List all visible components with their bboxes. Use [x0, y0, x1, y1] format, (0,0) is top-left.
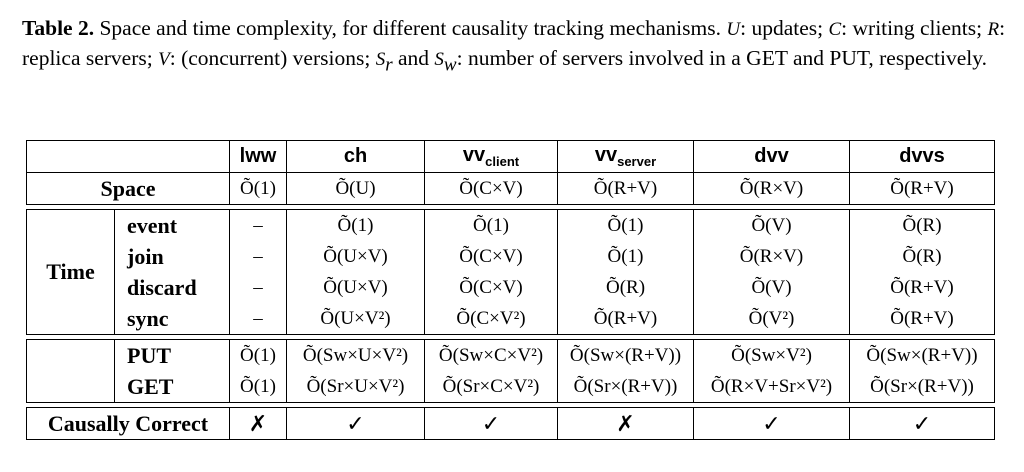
caption-subscript: r	[385, 54, 393, 76]
caption-text: Space and time complexity, for different…	[94, 16, 727, 40]
table-cell: Õ(1)	[424, 209, 558, 241]
col-header-vv-base: vv	[594, 144, 618, 166]
table-cell: Õ(R+V)	[557, 172, 694, 205]
table-cell: Õ(R×V)	[693, 172, 850, 205]
complexity-table: lww ch vvclient vvserver dvv dvvs Space …	[26, 140, 995, 440]
row-header-causally-correct: Causally Correct	[26, 407, 230, 440]
caption-symbol: C	[828, 19, 842, 40]
sync-row: sync – Õ(U×V²) Õ(C×V²) Õ(R+V) Õ(V²) Õ(R+…	[27, 303, 995, 335]
col-header-dvvs: dvvs	[849, 140, 995, 173]
table-cell: Õ(C×V²)	[424, 303, 558, 335]
caption-symbol: S	[375, 49, 386, 70]
caption-text: : writing clients;	[841, 16, 988, 40]
header-row: lww ch vvclient vvserver dvv dvvs	[26, 140, 995, 173]
table-cell: –	[229, 241, 287, 272]
col-header-lww: lww	[229, 140, 287, 173]
get-row: GET Õ(1) Õ(Sr×U×V²) Õ(Sr×C×V²) Õ(Sr×(R+V…	[27, 371, 995, 403]
col-header-vv-server: vvserver	[557, 140, 694, 173]
table-cell: Õ(R)	[849, 209, 995, 241]
table-cell: –	[229, 209, 287, 241]
table-cell: Õ(R)	[557, 272, 694, 303]
check-mark-icon: ✓	[849, 407, 995, 440]
col-header-vv-client: vvclient	[424, 140, 558, 173]
table-cell: Õ(U×V)	[286, 241, 425, 272]
col-header-ch: ch	[286, 140, 425, 173]
col-header-vv-subscript: client	[485, 154, 520, 169]
table-cell: Õ(1)	[557, 241, 694, 272]
table-cell: Õ(Sr×U×V²)	[286, 371, 425, 403]
cross-mark-icon: ✗	[229, 407, 287, 440]
table-cell: Õ(Sw×(R+V))	[557, 339, 694, 371]
col-header-dvv: dvv	[693, 140, 850, 173]
table-cell: Õ(V)	[693, 209, 850, 241]
table-cell: Õ(Sw×U×V²)	[286, 339, 425, 371]
caption-text: : replica servers;	[22, 16, 1006, 70]
table-cell: Õ(Sw×V²)	[693, 339, 850, 371]
table-gap	[26, 204, 995, 210]
table-cell: Õ(Sw×C×V²)	[424, 339, 558, 371]
table-cell: Õ(Sr×(R+V))	[557, 371, 694, 403]
table-cell: Õ(C×V)	[424, 272, 558, 303]
join-row: join – Õ(U×V) Õ(C×V) Õ(1) Õ(R×V) Õ(R)	[27, 241, 995, 272]
table-cell: Õ(R+V)	[849, 272, 995, 303]
row-header-sync: sync	[114, 303, 230, 335]
check-mark-icon: ✓	[286, 407, 425, 440]
table-cell: Õ(1)	[286, 209, 425, 241]
table-cell: Õ(U)	[286, 172, 425, 205]
table-cell: Õ(V)	[693, 272, 850, 303]
table-cell: Õ(1)	[229, 339, 287, 371]
put-row: PUT Õ(1) Õ(Sw×U×V²) Õ(Sw×C×V²) Õ(Sw×(R+V…	[26, 339, 995, 403]
table-cell: –	[229, 272, 287, 303]
check-mark-icon: ✓	[693, 407, 850, 440]
table-cell: Õ(1)	[557, 209, 694, 241]
header-corner	[26, 140, 230, 173]
caption-symbol: V	[158, 49, 170, 70]
table-cell: Õ(C×V)	[424, 172, 558, 205]
caption-text: : number of servers involved in a GET an…	[456, 46, 987, 70]
row-header-space: Space	[26, 172, 230, 205]
row-header-join: join	[114, 241, 230, 272]
table-cell: Õ(R×V+Sr×V²)	[693, 371, 850, 403]
table-cell: Õ(1)	[229, 371, 287, 403]
table-cell: Õ(Sw×(R+V))	[849, 339, 995, 371]
table-cell: Õ(1)	[229, 172, 287, 205]
caption-text: and	[392, 46, 435, 70]
table-cell: Õ(R+V)	[557, 303, 694, 335]
event-row: Time event – Õ(1) Õ(1) Õ(1) Õ(V) Õ(R)	[26, 209, 995, 335]
table-cell: –	[229, 303, 287, 335]
col-header-vv-subscript: server	[617, 154, 657, 169]
row-header-time: Time	[26, 209, 115, 335]
table-cell: Õ(R×V)	[693, 241, 850, 272]
caption-subscript: w	[443, 54, 457, 76]
row-header-discard: discard	[114, 272, 230, 303]
row-header-get: GET	[114, 371, 230, 403]
table-cell: Õ(U×V²)	[286, 303, 425, 335]
row-header-event: event	[114, 209, 230, 241]
caption-text: : (concurrent) versions;	[169, 46, 376, 70]
table-cell: Õ(C×V)	[424, 241, 558, 272]
causal-row: Causally Correct ✗ ✓ ✓ ✗ ✓ ✓	[26, 407, 995, 440]
caption-label: Table 2.	[22, 16, 95, 40]
row-header-empty	[26, 339, 115, 403]
caption-text: : updates;	[740, 16, 829, 40]
table-cell: Õ(U×V)	[286, 272, 425, 303]
space-row: Space Õ(1) Õ(U) Õ(C×V) Õ(R+V) Õ(R×V) Õ(R…	[26, 172, 995, 205]
table-cell: Õ(Sr×(R+V))	[849, 371, 995, 403]
caption-symbol: U	[726, 19, 741, 40]
table-cell: Õ(R)	[849, 241, 995, 272]
table-caption: Table 2. Space and time complexity, for …	[22, 14, 1012, 74]
discard-row: discard – Õ(U×V) Õ(C×V) Õ(R) Õ(V) Õ(R+V)	[27, 272, 995, 303]
table-cell: Õ(Sr×C×V²)	[424, 371, 558, 403]
table-gap	[26, 334, 995, 340]
table-cell: Õ(R+V)	[849, 303, 995, 335]
caption-symbol: R	[987, 19, 1000, 40]
table-cell: Õ(R+V)	[849, 172, 995, 205]
table-cell: Õ(V²)	[693, 303, 850, 335]
col-header-vv-base: vv	[462, 144, 486, 166]
check-mark-icon: ✓	[424, 407, 558, 440]
row-header-put: PUT	[114, 339, 230, 371]
cross-mark-icon: ✗	[557, 407, 694, 440]
caption-symbol: S	[434, 49, 444, 70]
